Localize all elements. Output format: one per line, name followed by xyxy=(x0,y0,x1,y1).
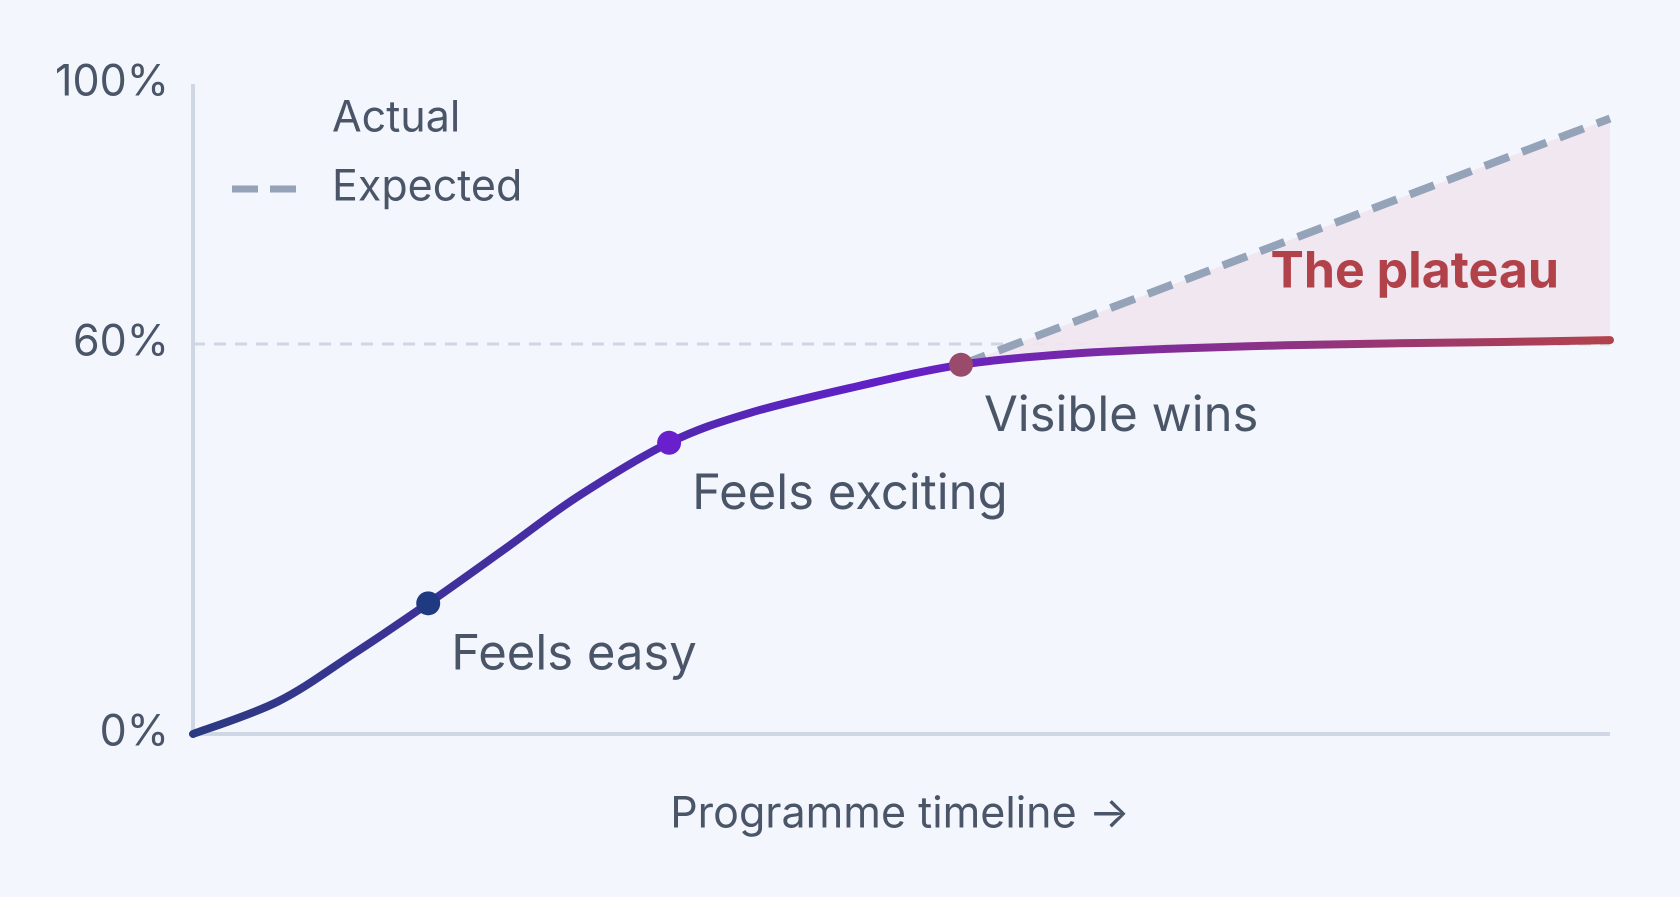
actual-line xyxy=(189,336,1614,738)
y-tick-label: 0% xyxy=(100,705,169,757)
milestone-point xyxy=(657,430,682,455)
y-tick-label: 60% xyxy=(73,315,169,367)
milestone-point xyxy=(949,352,974,377)
milestone-label: Feels exciting xyxy=(692,462,1008,521)
legend-label: Expected xyxy=(332,160,522,212)
milestone-point xyxy=(416,591,441,616)
plateau-label: The plateau xyxy=(1271,240,1559,300)
milestone-label: Visible wins xyxy=(984,384,1258,443)
expected-line xyxy=(959,114,1612,369)
y-tick-label: 100% xyxy=(55,55,169,107)
milestone-label: Feels easy xyxy=(451,623,697,682)
legend-label: Actual xyxy=(332,91,460,143)
x-axis-label: Programme timeline → xyxy=(670,787,1130,839)
